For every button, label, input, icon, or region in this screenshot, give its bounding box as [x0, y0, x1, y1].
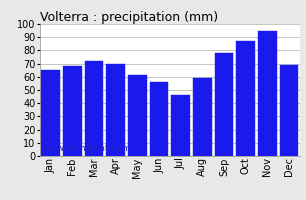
Bar	[280, 65, 298, 156]
Bar	[193, 78, 211, 156]
Text: Volterra : precipitation (mm): Volterra : precipitation (mm)	[40, 11, 218, 24]
Bar	[171, 95, 190, 156]
Bar	[41, 70, 60, 156]
Bar	[237, 41, 255, 156]
Bar	[106, 64, 125, 156]
Bar	[258, 31, 277, 156]
Bar	[63, 66, 81, 156]
Bar	[215, 53, 233, 156]
Text: www.allmetsat.com: www.allmetsat.com	[42, 144, 131, 153]
Bar	[150, 82, 168, 156]
Bar	[128, 75, 147, 156]
Bar	[85, 61, 103, 156]
